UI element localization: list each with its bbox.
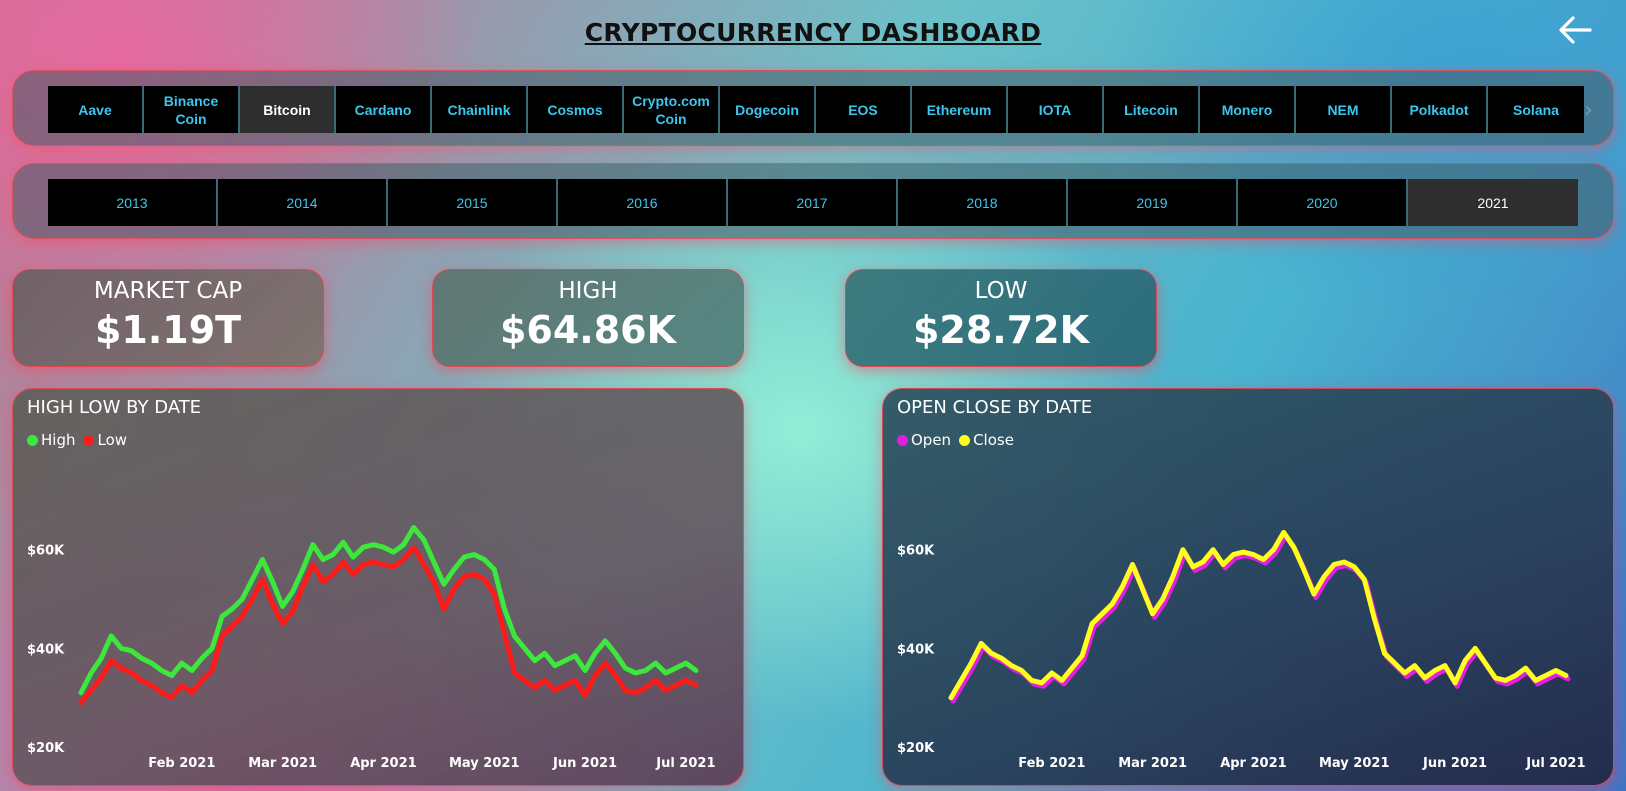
- x-tick-label: Mar 2021: [248, 756, 317, 771]
- open-close-chart[interactable]: $20K $40K $60K Feb 2021 Mar 2021 Apr 2021 May …: [883, 389, 1613, 785]
- x-tick-label: Jul 2021: [1525, 756, 1585, 771]
- legend-label-high: High: [41, 431, 76, 449]
- y-tick-label: $20K: [897, 741, 935, 756]
- kpi-high-card: HIGH $64.86K: [432, 269, 744, 367]
- close-legend-dot: [959, 435, 971, 446]
- legend-label-open: Open: [911, 431, 952, 449]
- legend-item-close[interactable]: Close: [959, 431, 1014, 449]
- open-legend-dot: [897, 435, 908, 446]
- year-button-2019[interactable]: 2019: [1068, 179, 1238, 226]
- x-tick-label: Jun 2021: [552, 756, 617, 771]
- kpi-market-cap-card: MARKET CAP $1.19T: [12, 269, 324, 367]
- kpi-low-label: LOW: [974, 278, 1028, 304]
- year-button-2014[interactable]: 2014: [218, 179, 388, 226]
- year-button-2013[interactable]: 2013: [48, 179, 218, 226]
- low-legend-dot: [83, 435, 95, 446]
- y-tick-label: $40K: [897, 642, 935, 657]
- series-line-high: [78, 525, 699, 696]
- coin-button-dogecoin[interactable]: Dogecoin: [720, 86, 816, 133]
- y-tick-label: $60K: [27, 544, 65, 559]
- coin-button-chainlink[interactable]: Chainlink: [432, 86, 528, 133]
- y-tick-label: $40K: [27, 642, 65, 657]
- series-line-close: [948, 529, 1569, 701]
- x-tick-label: Apr 2021: [350, 756, 417, 771]
- dashboard-title: CRYPTOCURRENCY DASHBOARD: [584, 18, 1042, 47]
- year-button-2021[interactable]: 2021: [1408, 179, 1578, 226]
- year-button-2020[interactable]: 2020: [1238, 179, 1408, 226]
- series-line-low: [78, 544, 699, 706]
- legend-item-open[interactable]: Open: [897, 431, 951, 449]
- coin-button-ethereum[interactable]: Ethereum: [912, 86, 1008, 133]
- legend-item-low[interactable]: Low: [83, 431, 127, 449]
- open-close-legend: Open Close: [897, 431, 1014, 449]
- coin-button-aave[interactable]: Aave: [48, 86, 144, 133]
- coin-button-eos[interactable]: EOS: [816, 86, 912, 133]
- coin-button-cosmos[interactable]: Cosmos: [528, 86, 624, 133]
- kpi-high-label: HIGH: [558, 278, 618, 304]
- kpi-low-card: LOW $28.72K: [845, 269, 1157, 367]
- x-tick-label: Apr 2021: [1220, 756, 1287, 771]
- x-tick-label: Jun 2021: [1422, 756, 1487, 771]
- high-legend-dot: [27, 435, 38, 446]
- kpi-high-value: $64.86K: [499, 308, 677, 352]
- coin-button-solana[interactable]: Solana: [1488, 86, 1584, 133]
- x-tick-label: May 2021: [449, 756, 520, 771]
- year-button-2015[interactable]: 2015: [388, 179, 558, 226]
- open-close-chart-panel: OPEN CLOSE BY DATE Open Close $20K $40K $6…: [882, 388, 1614, 786]
- year-button-2017[interactable]: 2017: [728, 179, 898, 226]
- high-low-chart-title: HIGH LOW BY DATE: [27, 397, 202, 418]
- kpi-low-value: $28.72K: [912, 308, 1090, 352]
- x-tick-label: May 2021: [1319, 756, 1390, 771]
- kpi-market-cap-value: $1.19T: [94, 308, 242, 352]
- x-tick-label: Feb 2021: [148, 756, 215, 771]
- legend-label-low: Low: [97, 431, 128, 449]
- x-tick-label: Jul 2021: [655, 756, 715, 771]
- y-tick-label: $20K: [27, 741, 65, 756]
- legend-item-high[interactable]: High: [27, 431, 75, 449]
- year-button-2018[interactable]: 2018: [898, 179, 1068, 226]
- year-button-2016[interactable]: 2016: [558, 179, 728, 226]
- year-slicer: 2013 2014 2015 2016 2017 2018 2019 2020 …: [48, 179, 1578, 226]
- coin-button-crypto-com-coin[interactable]: Crypto.com Coin: [624, 86, 720, 133]
- coin-slicer: Aave Binance Coin Bitcoin Cardano Chainl…: [48, 86, 1584, 133]
- x-tick-label: Mar 2021: [1118, 756, 1187, 771]
- legend-label-close: Close: [973, 431, 1014, 449]
- high-low-chart-panel: HIGH LOW BY DATE High Low $20K $40K $60K Fe…: [12, 388, 744, 786]
- high-low-chart[interactable]: $20K $40K $60K Feb 2021 Mar 2021 Apr 2021 May …: [13, 389, 743, 785]
- y-tick-label: $60K: [897, 544, 935, 559]
- high-low-legend: High Low: [27, 431, 127, 449]
- coin-button-nem[interactable]: NEM: [1296, 86, 1392, 133]
- arrow-left-icon: [1559, 16, 1592, 44]
- coin-button-binance-coin[interactable]: Binance Coin: [144, 86, 240, 133]
- x-tick-label: Feb 2021: [1018, 756, 1085, 771]
- coin-button-bitcoin[interactable]: Bitcoin: [240, 86, 336, 133]
- back-button[interactable]: [1556, 12, 1596, 48]
- chevron-right-icon[interactable]: ›: [1584, 98, 1593, 123]
- coin-button-polkadot[interactable]: Polkadot: [1392, 86, 1488, 133]
- open-close-chart-title: OPEN CLOSE BY DATE: [897, 397, 1093, 418]
- coin-button-litecoin[interactable]: Litecoin: [1104, 86, 1200, 133]
- kpi-market-cap-label: MARKET CAP: [93, 278, 243, 304]
- coin-button-cardano[interactable]: Cardano: [336, 86, 432, 133]
- coin-button-monero[interactable]: Monero: [1200, 86, 1296, 133]
- coin-button-iota[interactable]: IOTA: [1008, 86, 1104, 133]
